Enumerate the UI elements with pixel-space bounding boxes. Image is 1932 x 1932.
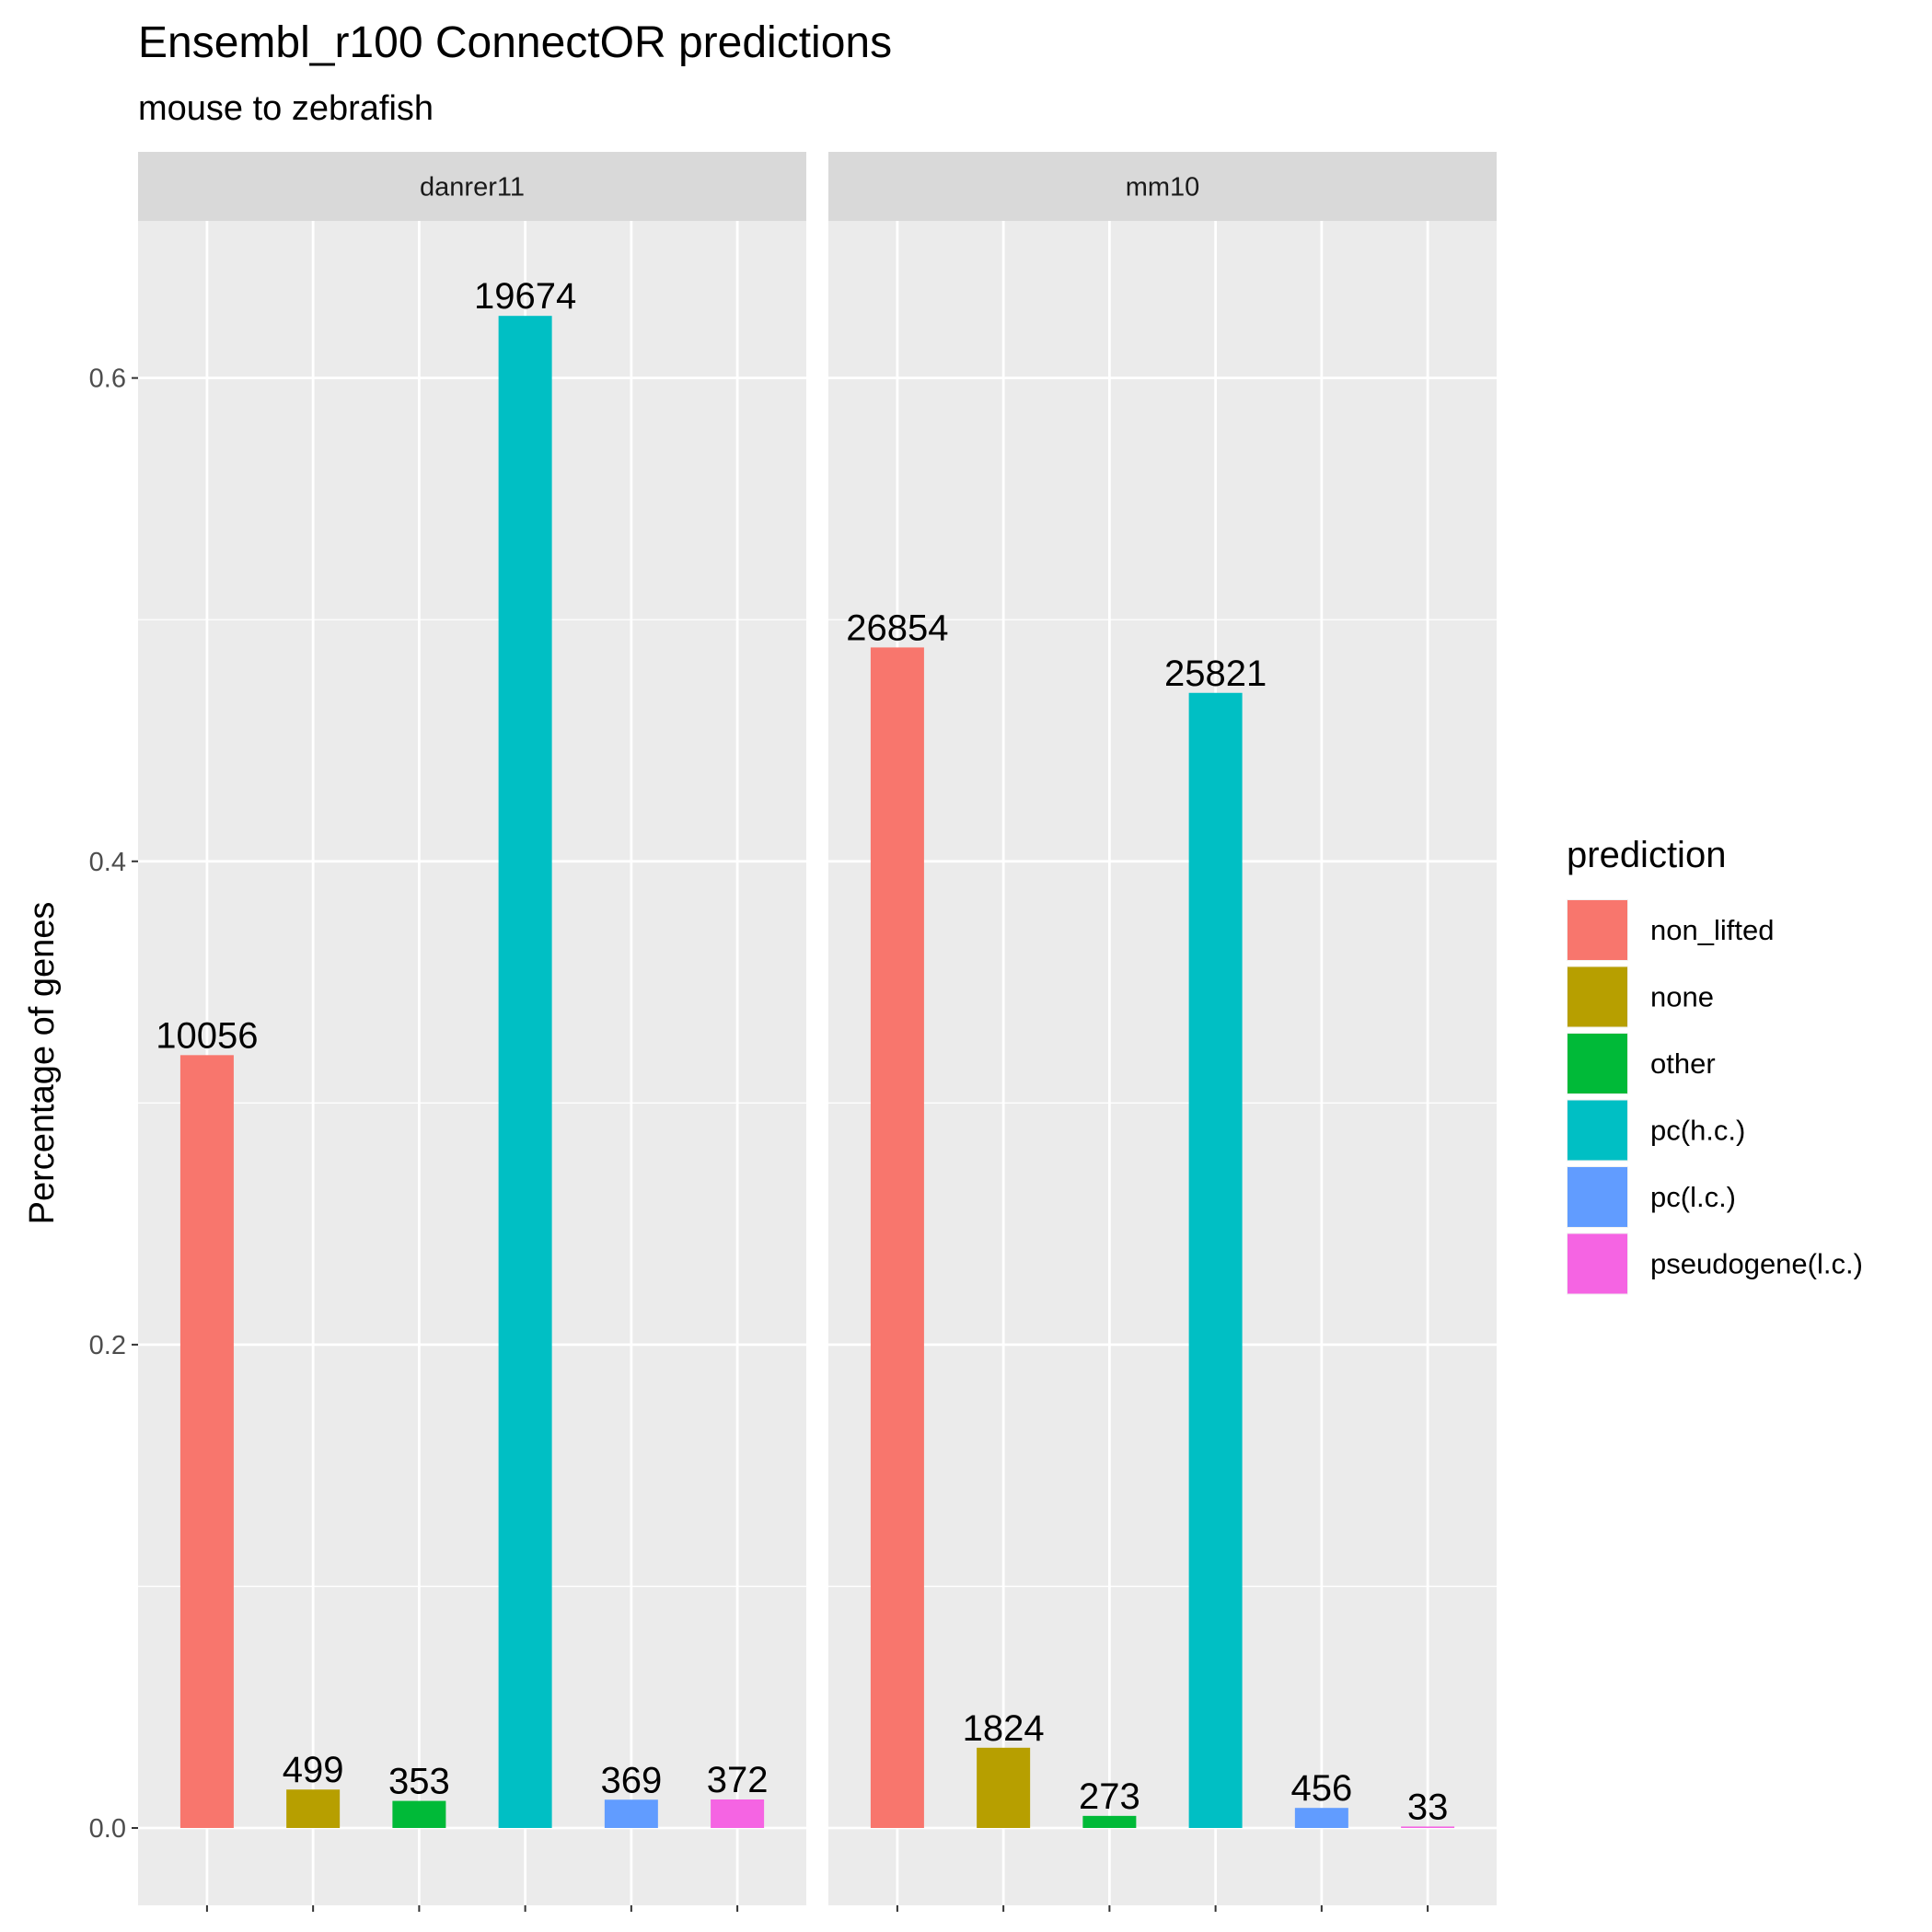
bar-value-label: 372 xyxy=(707,1760,769,1800)
legend-label: pc(h.c.) xyxy=(1650,1115,1745,1147)
bar-pc(l.c.) xyxy=(604,1799,658,1828)
legend-swatch xyxy=(1568,1233,1627,1294)
bar-value-label: 19674 xyxy=(474,276,576,317)
legend-item-non_lifted: non_lifted xyxy=(1567,899,1774,961)
legend-item-pc(h.c.): pc(h.c.) xyxy=(1567,1099,1745,1162)
bar-value-label: 456 xyxy=(1290,1768,1352,1809)
y-axis-label: Percentage of genes xyxy=(23,902,62,1225)
bar-value-label: 33 xyxy=(1407,1787,1449,1827)
legend-label: none xyxy=(1650,981,1714,1013)
bar-value-label: 369 xyxy=(600,1760,662,1800)
y-tick-label: 0.6 xyxy=(89,364,126,394)
bar-value-label: 26854 xyxy=(846,607,948,648)
bar-non_lifted xyxy=(870,647,924,1828)
panel-background xyxy=(138,221,806,1905)
chart-title: Ensembl_r100 ConnectOR predictions xyxy=(138,18,892,67)
bar-none xyxy=(977,1747,1031,1828)
facet-panels: danrer11 10056 499 353 19674 369 372 mm10 26854 1… xyxy=(138,152,1497,1912)
facet-strip-label: danrer11 xyxy=(420,173,525,202)
facet-strip xyxy=(828,152,1497,221)
bar-pseudogene(l.c.) xyxy=(711,1799,765,1828)
legend-label: pc(l.c.) xyxy=(1650,1181,1736,1213)
legend-item-other: other xyxy=(1567,1033,1716,1094)
y-tick-label: 0.4 xyxy=(89,848,126,877)
panel-mm10: mm10 26854 1824 273 25821 456 33 xyxy=(828,152,1497,1912)
bar-non_lifted xyxy=(179,1055,234,1828)
bar-value-label: 353 xyxy=(388,1762,450,1802)
facet-strip-label: mm10 xyxy=(1126,173,1200,202)
bar-value-label: 499 xyxy=(283,1750,344,1790)
legend-swatch xyxy=(1568,900,1627,960)
legend-swatch xyxy=(1568,1100,1627,1161)
bar-other xyxy=(392,1800,446,1828)
bar-other xyxy=(1082,1815,1137,1828)
bar-pc(h.c.) xyxy=(1188,692,1243,1828)
legend-swatch xyxy=(1568,1167,1627,1227)
legend-item-none: none xyxy=(1567,966,1714,1028)
y-tick-label: 0.0 xyxy=(89,1814,126,1844)
bar-pseudogene(l.c.) xyxy=(1401,1826,1455,1828)
legend-item-pseudogene(l.c.): pseudogene(l.c.) xyxy=(1567,1232,1863,1295)
y-tick-label: 0.2 xyxy=(89,1331,126,1360)
bar-value-label: 1824 xyxy=(963,1708,1045,1749)
bar-value-label: 25821 xyxy=(1164,654,1267,694)
panel-background xyxy=(828,221,1497,1905)
legend-label: other xyxy=(1650,1047,1716,1080)
legend-swatch xyxy=(1568,1034,1627,1093)
legend-item-pc(l.c.): pc(l.c.) xyxy=(1567,1166,1736,1228)
legend-swatch xyxy=(1568,966,1627,1027)
bar-value-label: 273 xyxy=(1079,1776,1140,1817)
bar-none xyxy=(286,1789,341,1828)
legend-label: pseudogene(l.c.) xyxy=(1650,1248,1863,1280)
facet-strip xyxy=(138,152,806,221)
y-axis: 0.0 0.2 0.4 0.6 xyxy=(89,364,138,1844)
legend-title: prediction xyxy=(1567,835,1726,875)
chart-subtitle: mouse to zebrafish xyxy=(138,89,434,128)
bar-pc(h.c.) xyxy=(498,316,552,1828)
bar-pc(l.c.) xyxy=(1294,1808,1348,1828)
bar-value-label: 10056 xyxy=(156,1015,258,1056)
panel-danrer11: danrer11 10056 499 353 19674 369 372 xyxy=(138,152,806,1912)
legend-label: non_lifted xyxy=(1650,914,1774,946)
